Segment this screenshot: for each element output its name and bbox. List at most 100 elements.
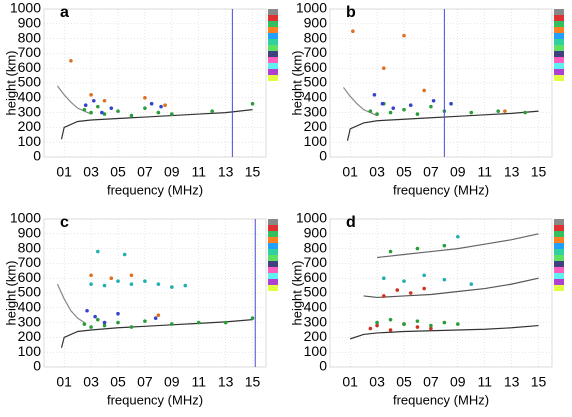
- y-tick-label: 600: [18, 59, 42, 75]
- echo-point: [163, 103, 167, 107]
- echo-point: [170, 285, 174, 289]
- echo-point: [442, 277, 447, 282]
- x-tick-label: 11: [477, 374, 492, 390]
- echo-point: [89, 273, 93, 278]
- y-tick-label: 600: [304, 269, 328, 285]
- color-key: [554, 69, 564, 75]
- x-tick-label: 13: [504, 164, 520, 180]
- y-tick-label: 900: [18, 225, 42, 241]
- y-tick-label: 0: [319, 148, 327, 164]
- echo-point: [523, 110, 527, 115]
- x-tick-label: 01: [56, 164, 72, 180]
- y-tick-label: 300: [304, 103, 328, 119]
- x-tick-label: 01: [56, 374, 72, 390]
- echo-point: [456, 322, 460, 326]
- y-axis-label: height (km): [3, 50, 18, 115]
- echo-point: [402, 107, 406, 112]
- echo-point: [422, 286, 426, 291]
- echo-point: [69, 59, 73, 63]
- echo-point: [442, 243, 447, 248]
- color-key: [268, 45, 278, 51]
- y-tick-label: 100: [18, 343, 42, 359]
- x-tick-label: 03: [369, 164, 385, 180]
- y-tick-label: 400: [18, 299, 42, 315]
- echo-point: [408, 103, 413, 107]
- y-axis-label: height (km): [3, 260, 18, 325]
- color-key: [554, 237, 564, 243]
- color-key: [268, 75, 278, 81]
- trace-line: [346, 110, 539, 141]
- x-tick-label: 01: [342, 164, 358, 180]
- y-tick-label: 0: [33, 148, 41, 164]
- echo-point: [129, 282, 134, 286]
- trace-line: [56, 283, 85, 324]
- echo-point: [402, 33, 406, 38]
- x-tick-label: 03: [83, 164, 99, 180]
- y-tick-label: 200: [18, 118, 42, 134]
- echo-point: [429, 104, 433, 109]
- echo-point: [156, 282, 161, 286]
- echo-point: [415, 112, 420, 116]
- color-key: [268, 69, 278, 75]
- color-key: [554, 243, 564, 249]
- color-key: [554, 63, 564, 69]
- y-axis-label: height (km): [289, 50, 304, 115]
- echo-point: [395, 288, 400, 292]
- y-tick-label: 300: [18, 103, 42, 119]
- trace-line: [56, 85, 92, 115]
- echo-point: [388, 317, 393, 322]
- echo-point: [143, 96, 147, 100]
- echo-point: [102, 320, 107, 325]
- echo-point: [402, 279, 406, 283]
- color-key: [268, 261, 278, 267]
- color-key: [554, 273, 564, 279]
- echo-point: [388, 328, 393, 332]
- echo-point: [156, 110, 161, 115]
- color-key: [268, 237, 278, 243]
- echo-point: [449, 101, 453, 106]
- echo-point: [116, 109, 120, 113]
- echo-point: [129, 325, 134, 329]
- echo-point: [415, 325, 420, 329]
- color-key: [268, 279, 278, 285]
- echo-point: [368, 109, 373, 113]
- echo-point: [223, 320, 228, 325]
- y-tick-label: 300: [304, 313, 328, 329]
- echo-point: [83, 103, 88, 107]
- x-axis-label: frequency (MHz): [393, 392, 489, 407]
- echo-point: [196, 320, 201, 325]
- y-tick-label: 1000: [296, 210, 327, 226]
- echo-point: [89, 93, 93, 97]
- y-tick-label: 1000: [10, 210, 41, 226]
- color-key: [554, 255, 564, 261]
- echo-point: [422, 273, 426, 278]
- echo-point: [375, 323, 379, 328]
- color-key: [268, 21, 278, 27]
- echo-point: [109, 106, 114, 110]
- color-key: [554, 219, 564, 225]
- echo-point: [351, 29, 355, 33]
- y-tick-label: 900: [304, 15, 328, 31]
- color-key: [554, 57, 564, 63]
- y-tick-label: 500: [18, 284, 42, 300]
- x-tick-label: 05: [396, 374, 412, 390]
- echo-point: [102, 323, 107, 328]
- y-tick-label: 500: [304, 284, 328, 300]
- echo-point: [116, 320, 120, 325]
- echo-point: [382, 294, 386, 298]
- color-key: [268, 39, 278, 45]
- color-key: [268, 243, 278, 249]
- trace-line: [363, 277, 539, 299]
- x-tick-label: 01: [342, 374, 358, 390]
- echo-point: [388, 249, 393, 254]
- y-tick-label: 800: [18, 29, 42, 45]
- echo-point: [442, 320, 447, 325]
- echo-point: [183, 283, 188, 288]
- x-tick-label: 07: [423, 164, 439, 180]
- color-key: [268, 231, 278, 237]
- x-axis-label: frequency (MHz): [107, 392, 203, 407]
- echo-point: [382, 276, 386, 281]
- echo-point: [82, 107, 87, 112]
